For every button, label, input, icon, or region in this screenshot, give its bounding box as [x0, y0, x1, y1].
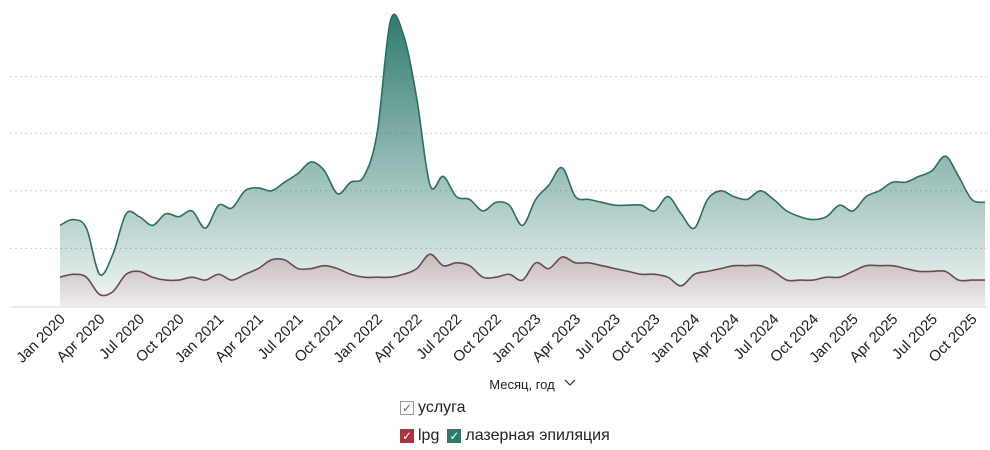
series-line-laser — [59, 13, 986, 276]
legend-title-toggle[interactable]: ✓ услуга — [400, 399, 466, 417]
legend-item-laser[interactable]: ✓ лазерная эпиляция — [447, 427, 610, 445]
check-icon: ✓ — [400, 401, 414, 415]
legend-label-lpg: lpg — [418, 427, 440, 444]
x-axis-label: Месяц, год — [489, 377, 555, 392]
legend-item-lpg[interactable]: ✓ lpg — [400, 427, 439, 445]
legend: ✓ услуга ✓ lpg ✓ лазерная эпиляция — [0, 396, 990, 448]
check-icon: ✓ — [447, 429, 462, 443]
series-area-lpg — [60, 254, 985, 306]
series-area-laser — [60, 14, 985, 306]
legend-label-laser: лазерная эпиляция — [465, 427, 610, 444]
legend-title: услуга — [418, 399, 466, 416]
chevron-down-icon[interactable] — [564, 379, 576, 386]
check-icon: ✓ — [400, 429, 414, 443]
series-line-lpg — [59, 253, 985, 297]
series-areas — [59, 13, 986, 306]
